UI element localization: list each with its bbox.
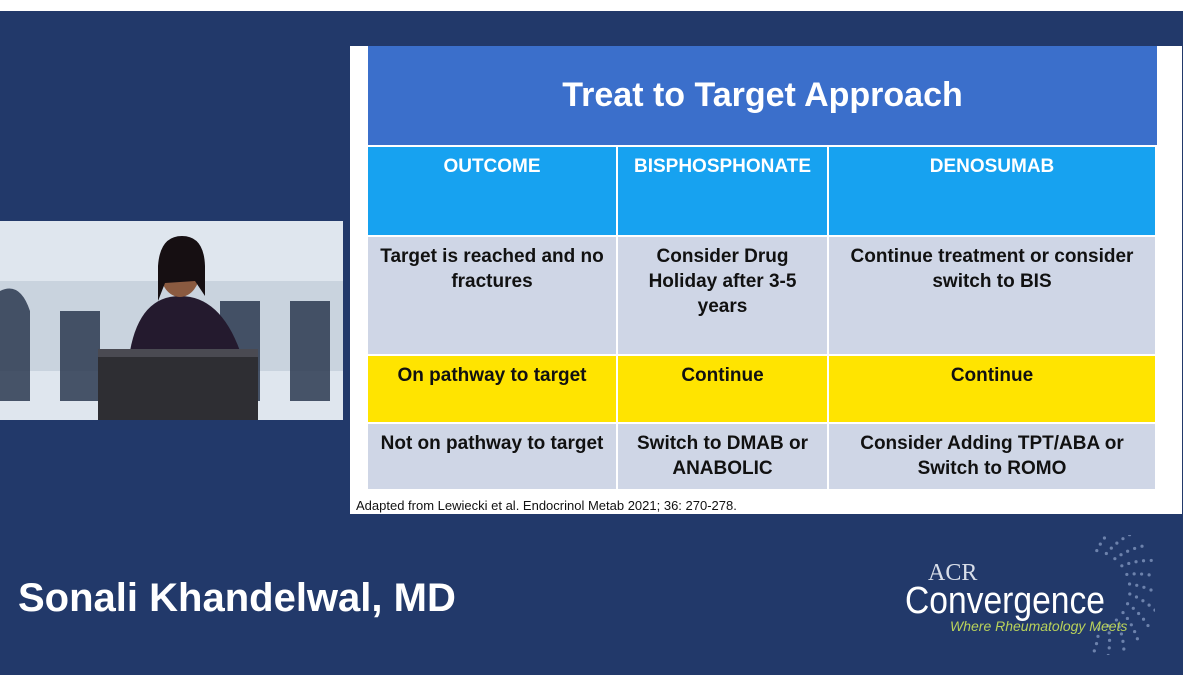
logo-dot <box>1115 541 1119 545</box>
logo-dot <box>1113 557 1117 561</box>
logo-dot <box>1121 610 1125 615</box>
logo-dot <box>1149 558 1153 563</box>
logo-dot <box>1142 585 1146 589</box>
logo-dot <box>1120 564 1124 568</box>
logo-dot <box>1109 546 1113 550</box>
logo-dot <box>1126 549 1130 553</box>
logo-dot <box>1146 623 1150 628</box>
table-cell: Continue <box>829 356 1157 424</box>
logo-dot <box>1107 646 1111 650</box>
header-cell: OUTCOME <box>368 147 618 237</box>
logo-dot <box>1134 560 1138 564</box>
logo-tagline: Where Rheumatology Meets <box>950 618 1127 634</box>
logo-dot <box>1127 535 1132 537</box>
logo-dot <box>1096 634 1100 638</box>
logo-dot <box>1135 637 1139 641</box>
logo-dot <box>1129 623 1133 627</box>
logo-dot <box>1149 588 1153 592</box>
speaker-video <box>0 221 343 420</box>
logo-dot <box>1106 624 1110 628</box>
logo-dot <box>1117 625 1121 629</box>
logo-dot <box>1135 583 1139 587</box>
logo-dot <box>1125 616 1130 621</box>
slide: Treat to Target Approach OUTCOME BISPHOSP… <box>350 46 1182 514</box>
logo-dot <box>1114 618 1118 622</box>
logo-dot <box>1127 561 1131 566</box>
logo: ACR Convergence Where Rheumatology Meets <box>905 535 1155 655</box>
logo-dot <box>1132 572 1136 576</box>
table-cell: Consider Drug Holiday after 3-5 years <box>618 237 829 356</box>
header-cell: BISPHOSPHONATE <box>618 147 829 237</box>
logo-dot <box>1131 606 1135 610</box>
logo-dot <box>1104 551 1108 556</box>
logo-dot <box>1107 631 1111 635</box>
logo-dot <box>1094 642 1099 646</box>
logo-dot <box>1134 595 1139 599</box>
table-cell: Continue treatment or consider switch to… <box>829 237 1157 356</box>
logo-dot <box>1147 573 1151 577</box>
logo-dot <box>1147 603 1151 607</box>
logo-dot <box>1141 559 1146 563</box>
table-cell: Target is reached and no fractures <box>368 237 618 356</box>
table-cell: Switch to DMAB or ANABOLIC <box>618 424 829 491</box>
logo-dot <box>1106 653 1110 655</box>
logo-dot <box>1122 647 1126 651</box>
logo-dot <box>1098 542 1102 546</box>
table-cell: Continue <box>618 356 829 424</box>
citation: Adapted from Lewiecki et al. Endocrinol … <box>356 498 737 513</box>
logo-dot <box>1121 537 1125 541</box>
logo-name: Convergence <box>905 580 1105 622</box>
table-cell: Not on pathway to target <box>368 424 618 491</box>
header-cell: DENOSUMAB <box>829 147 1157 237</box>
speaker-name: Sonali Khandelwal, MD <box>18 576 456 620</box>
logo-dot <box>1107 638 1112 642</box>
table-cell: Consider Adding TPT/ABA or Switch to ROM… <box>829 424 1157 491</box>
logo-dot <box>1141 599 1145 603</box>
logo-dot <box>1133 546 1137 551</box>
logo-dot <box>1119 553 1123 557</box>
logo-dot <box>1125 572 1129 577</box>
logo-dot <box>1097 627 1101 631</box>
logo-dot <box>1137 611 1141 616</box>
logo-dot <box>1153 608 1155 612</box>
logo-dot <box>1119 632 1124 636</box>
logo-dot <box>1095 548 1099 553</box>
logo-dot <box>1092 649 1096 653</box>
logo-dot <box>1140 544 1144 548</box>
logo-dot <box>1125 602 1130 606</box>
logo-dot <box>1121 639 1125 643</box>
table-cell: On pathway to target <box>368 356 618 424</box>
logo-dot <box>1127 582 1132 586</box>
logo-dot <box>1141 617 1146 621</box>
logo-dot <box>1102 536 1107 540</box>
logo-dot <box>1128 592 1132 596</box>
slide-title: Treat to Target Approach <box>368 46 1157 147</box>
logo-acr: ACR <box>928 560 977 586</box>
logo-dot <box>1133 629 1137 634</box>
logo-dot <box>1139 572 1144 576</box>
